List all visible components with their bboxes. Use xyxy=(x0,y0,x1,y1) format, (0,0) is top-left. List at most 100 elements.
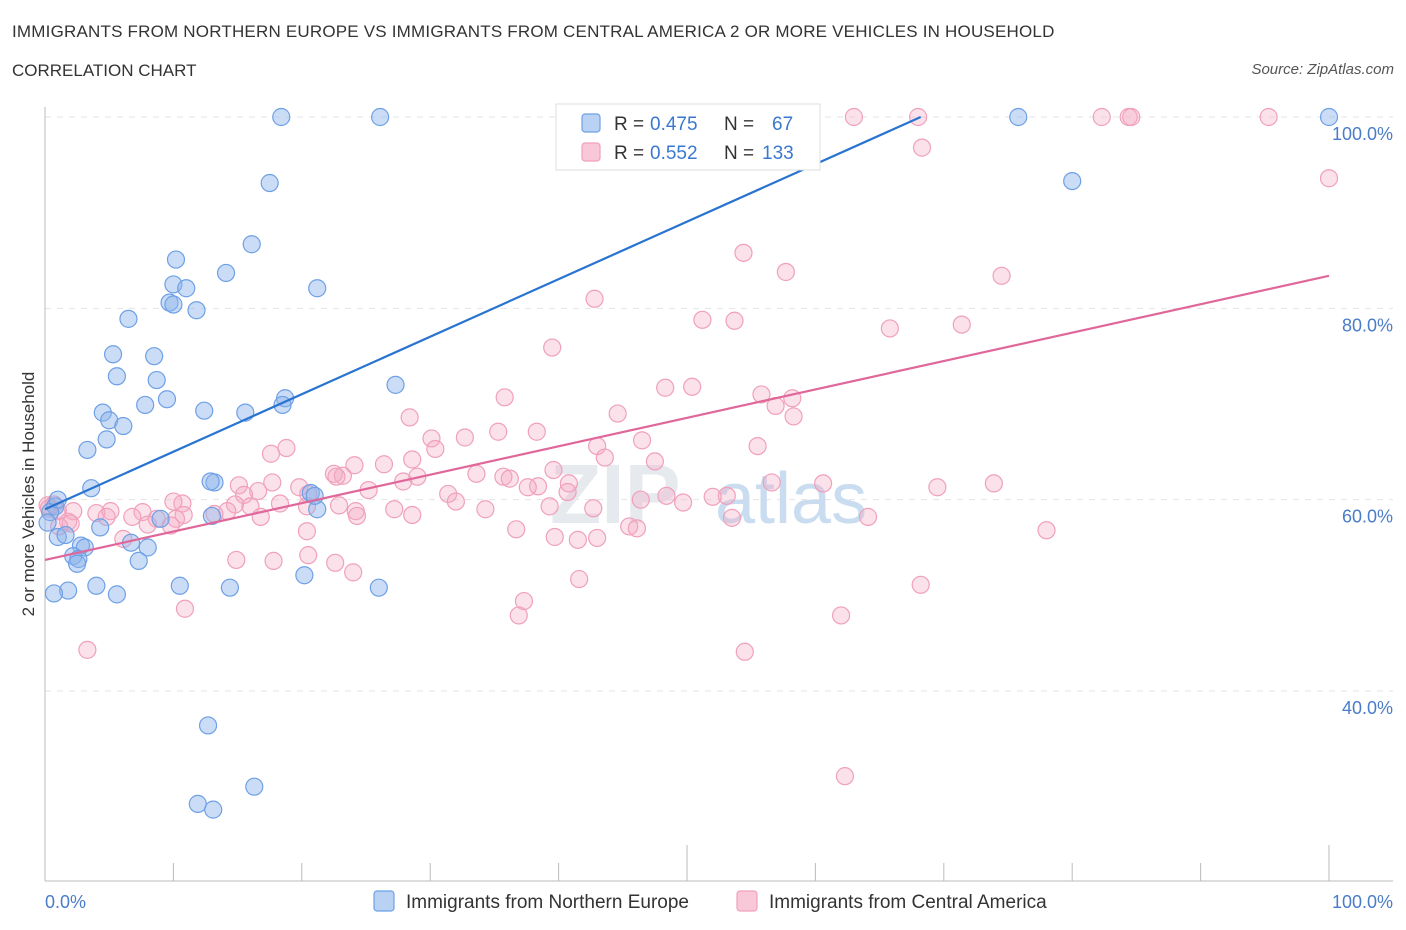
data-point-central-america xyxy=(735,642,754,661)
legend-n-label-1: N = xyxy=(724,114,754,135)
data-point-northern-europe xyxy=(38,513,57,532)
data-point-central-america xyxy=(476,500,495,519)
data-point-northern-europe xyxy=(166,250,186,269)
bottom-legend: Immigrants from Northern Europe Immigran… xyxy=(373,890,1047,913)
bottom-legend-swatch-central-america xyxy=(736,890,758,912)
data-point-northern-europe xyxy=(1009,107,1028,127)
chart-subtitle: CORRELATION CHART xyxy=(12,61,197,80)
data-point-central-america xyxy=(333,466,352,485)
data-point-central-america xyxy=(952,315,971,334)
data-point-central-america xyxy=(261,444,281,463)
data-point-central-america xyxy=(717,486,736,505)
data-point-central-america xyxy=(631,490,650,509)
data-point-northern-europe xyxy=(56,525,75,545)
data-point-northern-europe xyxy=(59,581,78,600)
data-point-central-america xyxy=(545,527,564,547)
data-point-northern-europe xyxy=(386,375,405,394)
data-point-northern-europe xyxy=(138,538,157,557)
data-point-central-america xyxy=(422,429,441,448)
data-point-central-america xyxy=(657,486,676,505)
legend-r-value-1: 0.475 xyxy=(650,114,698,135)
data-point-central-america xyxy=(324,464,343,483)
data-point-central-america xyxy=(494,467,513,486)
data-point-central-america xyxy=(290,478,309,497)
y-tick-label: 60.0% xyxy=(1342,507,1393,527)
data-point-central-america xyxy=(928,478,947,497)
y-tick-label: 40.0% xyxy=(1342,698,1393,718)
legend-r-value-2: 0.552 xyxy=(650,143,698,164)
data-point-central-america xyxy=(489,422,508,441)
data-point-central-america xyxy=(329,496,349,515)
data-point-central-america xyxy=(748,436,767,456)
data-point-central-america xyxy=(858,507,878,526)
data-point-northern-europe xyxy=(78,440,97,460)
data-point-northern-europe xyxy=(103,345,123,364)
axes xyxy=(44,107,1393,882)
data-point-central-america xyxy=(558,482,577,502)
data-point-central-america xyxy=(509,606,528,625)
data-point-northern-europe xyxy=(187,301,206,320)
data-point-central-america xyxy=(1092,107,1111,127)
data-point-central-america xyxy=(762,473,781,492)
data-point-central-america xyxy=(264,551,283,570)
data-point-central-america xyxy=(374,455,394,474)
data-point-northern-europe xyxy=(369,578,388,597)
data-point-northern-europe xyxy=(202,506,222,526)
data-point-central-america xyxy=(403,505,422,525)
data-point-northern-europe xyxy=(177,279,196,298)
legend-n-label-2: N = xyxy=(724,143,754,164)
data-point-central-america xyxy=(299,546,318,565)
data-point-central-america xyxy=(455,428,474,447)
data-point-northern-europe xyxy=(1319,107,1339,127)
data-point-northern-europe xyxy=(67,554,87,573)
data-point-northern-europe xyxy=(147,370,166,390)
data-point-northern-europe xyxy=(91,518,110,537)
data-point-northern-europe xyxy=(107,585,127,604)
data-point-northern-europe xyxy=(119,309,138,328)
data-point-central-america xyxy=(725,311,744,330)
data-point-northern-europe xyxy=(216,263,236,283)
trend-lines xyxy=(44,115,1330,562)
data-point-central-america xyxy=(518,478,537,497)
data-point-central-america xyxy=(1259,107,1278,127)
data-point-central-america xyxy=(59,512,78,531)
data-point-northern-europe xyxy=(107,367,127,386)
data-point-central-america xyxy=(123,507,142,526)
x-tick-label-max: 100.0% xyxy=(1332,892,1393,912)
data-point-northern-europe xyxy=(371,107,390,127)
data-point-central-america xyxy=(175,599,195,618)
data-point-central-america xyxy=(326,553,345,572)
data-point-central-america xyxy=(543,338,562,357)
data-point-central-america xyxy=(78,640,97,659)
watermark-atlas: atlas xyxy=(715,459,867,539)
bottom-legend-label-central-america: Immigrants from Central America xyxy=(769,892,1047,913)
data-point-central-america xyxy=(570,569,589,589)
data-point-central-america xyxy=(1122,107,1141,127)
data-point-central-america xyxy=(439,484,458,504)
legend-swatch-central-america xyxy=(581,142,601,162)
data-point-northern-europe xyxy=(220,578,239,597)
bottom-legend-label-northern-europe: Immigrants from Northern Europe xyxy=(406,892,689,913)
bottom-legend-swatch-northern-europe xyxy=(373,890,395,912)
data-point-central-america xyxy=(776,262,795,282)
data-point-central-america xyxy=(568,530,587,549)
data-point-central-america xyxy=(249,481,268,501)
data-point-central-america xyxy=(540,497,559,516)
data-point-central-america xyxy=(514,591,534,611)
data-point-central-america xyxy=(229,476,248,495)
data-point-central-america xyxy=(992,266,1011,285)
data-point-central-america xyxy=(467,464,486,483)
series-central-america-points xyxy=(38,107,1339,786)
data-point-central-america xyxy=(277,438,296,458)
data-point-central-america xyxy=(984,474,1003,493)
y-tick-labels: 40.0% 60.0% 80.0% 100.0% xyxy=(1332,124,1393,718)
data-point-central-america xyxy=(297,522,317,541)
data-point-central-america xyxy=(752,385,771,404)
legend-r-label-1: R = xyxy=(614,114,644,135)
data-point-northern-europe xyxy=(129,551,148,570)
data-point-central-america xyxy=(584,499,603,518)
data-point-northern-europe xyxy=(145,347,164,366)
data-point-central-america xyxy=(446,492,465,511)
data-point-northern-europe xyxy=(87,576,106,595)
data-point-central-america xyxy=(608,404,627,423)
